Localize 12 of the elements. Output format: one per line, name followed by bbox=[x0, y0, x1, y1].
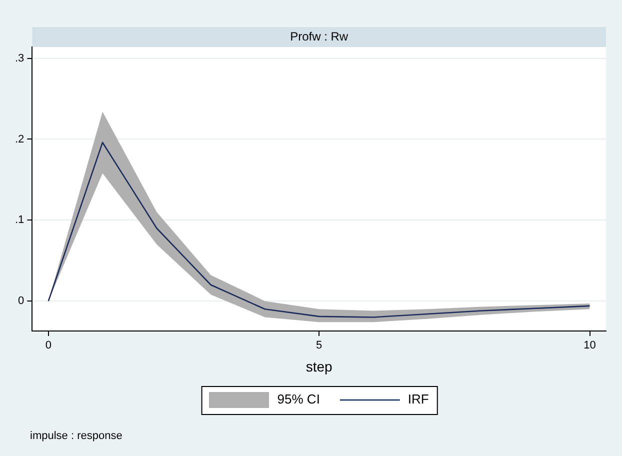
y-tick-label: .2 bbox=[14, 133, 24, 146]
legend-label: IRF bbox=[408, 392, 429, 407]
x-tick-label: 0 bbox=[45, 340, 52, 352]
y-tick-label: .3 bbox=[14, 52, 24, 64]
chart-title: Profw : Rw bbox=[290, 29, 348, 44]
text: impulse : response bbox=[30, 430, 122, 442]
x-tick-label: 5 bbox=[316, 340, 322, 352]
text: 95% CI bbox=[277, 392, 320, 407]
x-tick-label: 10 bbox=[584, 340, 596, 352]
x-axis-title: step bbox=[306, 358, 333, 374]
y-tick-label: 0 bbox=[18, 295, 24, 308]
y-tick-label: .1 bbox=[14, 214, 24, 226]
